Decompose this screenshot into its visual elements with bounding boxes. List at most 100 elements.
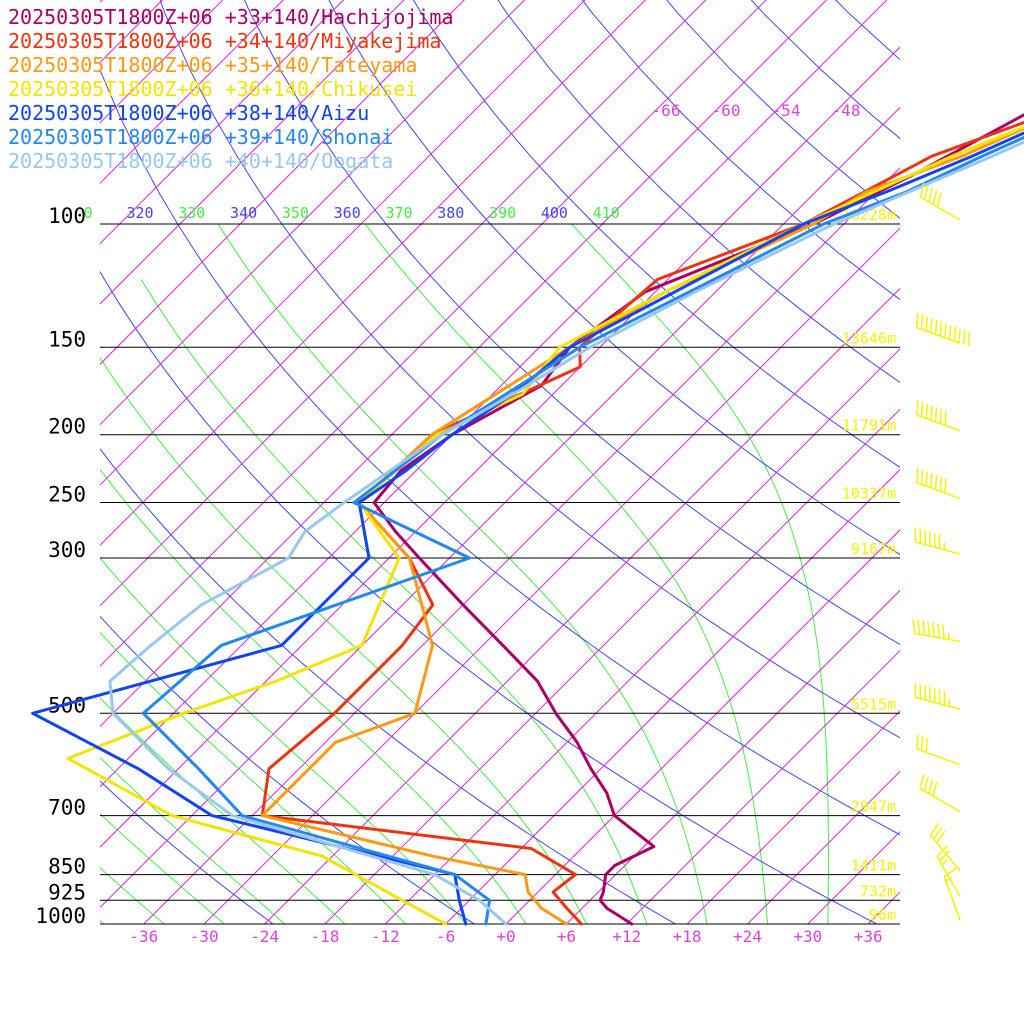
legend-item: 20250305T1800Z+06 +40+140/Oogata bbox=[8, 149, 393, 173]
wind-barb-flag bbox=[967, 331, 971, 347]
isotherm-line bbox=[100, 0, 707, 607]
isotherm-line bbox=[143, 167, 900, 924]
moist-adiabat-line bbox=[140, 279, 648, 924]
temperature-profile-line bbox=[260, 126, 1024, 926]
temperature-profile-line bbox=[31, 131, 1024, 926]
wind-barb bbox=[916, 734, 961, 766]
upper-temperature-label: -60 bbox=[712, 101, 741, 120]
dry-adiabat-line bbox=[100, 780, 274, 924]
wind-barb-flag bbox=[920, 469, 924, 485]
height-label: 10337m bbox=[842, 485, 896, 503]
moist-adiabat-line bbox=[100, 631, 406, 924]
moist-adiabat-line bbox=[100, 867, 165, 924]
wind-barb-staff bbox=[936, 856, 961, 897]
wind-barb-staff bbox=[916, 482, 961, 500]
theta-label: 410 bbox=[593, 204, 620, 222]
wind-barb-flag bbox=[941, 624, 945, 639]
wind-barb bbox=[916, 468, 961, 500]
temperature-tick-label: +24 bbox=[733, 927, 762, 946]
legend-item: 20250305T1800Z+06 +39+140/Shonai bbox=[8, 125, 393, 149]
wind-barb-flag bbox=[928, 187, 934, 203]
wind-barb-flag bbox=[916, 734, 919, 750]
wind-barb-flag bbox=[936, 192, 942, 208]
wind-barb-flag bbox=[936, 845, 948, 857]
wind-barb-flag bbox=[920, 314, 924, 330]
isotherm-line bbox=[263, 287, 900, 924]
pressure-label: 200 bbox=[48, 415, 86, 439]
wind-barb-flag bbox=[939, 321, 943, 337]
height-label: 11791m bbox=[842, 417, 896, 435]
isotherm-line bbox=[100, 0, 828, 728]
moist-adiabat-line bbox=[100, 756, 286, 924]
isotherm-line bbox=[100, 0, 586, 486]
isotherm-line bbox=[324, 348, 900, 924]
wind-barb bbox=[914, 682, 961, 711]
moist-adiabat-line bbox=[100, 357, 587, 924]
pressure-label: 100 bbox=[48, 204, 86, 228]
temperature-tick-label: -30 bbox=[190, 927, 219, 946]
wind-barb-flag bbox=[927, 621, 931, 637]
wind-barb-flag bbox=[932, 190, 938, 205]
height-label: 5515m bbox=[851, 695, 896, 713]
wind-barb-flag bbox=[958, 328, 961, 343]
wind-barb-flag bbox=[933, 826, 943, 840]
theta-label: 400 bbox=[541, 204, 568, 222]
wind-barb-staff bbox=[915, 696, 961, 711]
wind-barb-flag bbox=[929, 822, 940, 836]
pressure-label: 150 bbox=[48, 327, 86, 351]
theta-label: 380 bbox=[437, 204, 464, 222]
temperature-profile-line bbox=[372, 113, 1024, 926]
wind-barb-flag bbox=[938, 849, 951, 862]
wind-barb-flag bbox=[934, 407, 938, 422]
temperature-profiles bbox=[31, 113, 1024, 926]
theta-label: 390 bbox=[489, 204, 516, 222]
theta-label: 360 bbox=[334, 204, 361, 222]
temperature-tick-label: +0 bbox=[496, 927, 515, 946]
theta-label: 330 bbox=[178, 204, 205, 222]
temperature-tick-label: -36 bbox=[129, 927, 158, 946]
height-label: 9167m bbox=[851, 540, 896, 558]
wind-barb-flag bbox=[948, 324, 952, 340]
moist-adiabat-line bbox=[100, 468, 527, 924]
pressure-label: 925 bbox=[48, 880, 86, 904]
wind-barb-flag bbox=[953, 326, 957, 342]
isotherm-line bbox=[565, 589, 900, 924]
wind-barb bbox=[912, 618, 961, 643]
isotherm-line bbox=[100, 0, 405, 305]
isotherm-line bbox=[626, 650, 900, 924]
upper-temperature-label: -48 bbox=[832, 101, 861, 120]
wind-barb-half-flag bbox=[947, 632, 950, 640]
isotherm-line bbox=[100, 0, 526, 426]
wind-barb-flag bbox=[920, 402, 924, 417]
wind-barb-flag bbox=[919, 774, 925, 789]
wind-barbs bbox=[912, 182, 971, 921]
dry-adiabat-line bbox=[581, 0, 900, 301]
wind-barb-staff bbox=[943, 876, 961, 921]
height-label: 96m bbox=[869, 906, 896, 924]
upper-temperature-label: -66 bbox=[652, 101, 681, 120]
legend-item: 20250305T1800Z+06 +38+140/Aizu bbox=[8, 101, 369, 125]
wind-barb-flag bbox=[916, 312, 919, 328]
wind-barb-flag bbox=[939, 476, 943, 492]
wind-barb-flag bbox=[925, 737, 928, 753]
wind-barb-flag bbox=[928, 779, 934, 794]
temperature-tick-labels: -36 -30 -24 -18 -12 -6 +0 +6 +12 +18 +24 +30 +36 bbox=[129, 927, 882, 946]
wind-barb bbox=[916, 312, 971, 347]
dry-adiabat-line bbox=[666, 0, 900, 219]
isotherm-line bbox=[100, 0, 164, 64]
wind-barb-flag bbox=[944, 323, 947, 338]
legend-item: 20250305T1800Z+06 +35+140/Tateyama bbox=[8, 53, 417, 77]
wind-barb-flag bbox=[936, 830, 946, 844]
legend-item: 20250305T1800Z+06 +34+140/Miyakejima bbox=[8, 29, 441, 53]
isotherm-line bbox=[100, 0, 465, 365]
moist-adiabat-line bbox=[100, 813, 225, 924]
wind-barb-flag bbox=[944, 478, 947, 494]
wind-barb-flag bbox=[963, 330, 966, 345]
theta-label: 350 bbox=[282, 204, 309, 222]
temperature-profile-line bbox=[141, 135, 1024, 926]
wind-barb-flag bbox=[920, 736, 924, 751]
wind-barb bbox=[919, 774, 961, 813]
height-labels: 16228m13646m11791m10337m9167m5515m2947m1… bbox=[842, 206, 896, 924]
